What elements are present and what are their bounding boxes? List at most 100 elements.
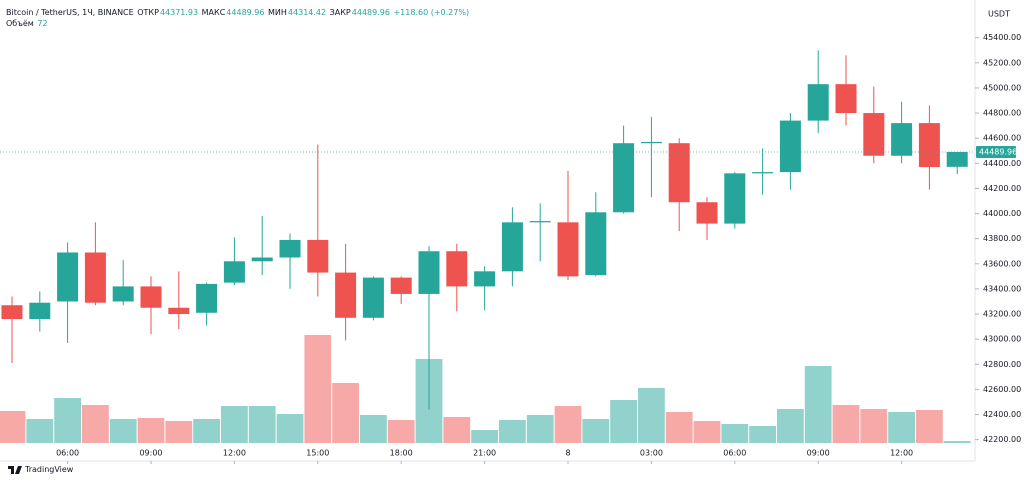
x-tick-label: 12:00 (223, 449, 246, 458)
candle-body (807, 84, 829, 121)
candle-body (863, 113, 885, 156)
volume-bar (248, 406, 276, 443)
volume-bar (165, 421, 193, 443)
x-tick-label: 21:00 (473, 449, 496, 458)
candle-body (613, 143, 635, 213)
volume-bar (916, 410, 943, 443)
candle-body (474, 271, 496, 287)
y-tick-label: 42200.00 (983, 435, 1021, 444)
candle-body (501, 222, 523, 272)
x-tick-label: 8 (565, 449, 570, 458)
volume-bar (109, 419, 137, 443)
candle-body (223, 261, 245, 283)
volume-bar (332, 383, 359, 443)
candle-body (251, 257, 273, 262)
candle-body (835, 84, 857, 114)
volume-bar (276, 414, 304, 443)
volume-bar (54, 398, 81, 443)
brand-name: TradingView (25, 465, 74, 474)
volume-bar (638, 388, 665, 443)
x-tick-label: 06:00 (723, 449, 746, 458)
y-tick-label: 44800.00 (983, 109, 1021, 118)
candle-body (724, 173, 746, 224)
y-tick-label: 43600.00 (983, 259, 1021, 268)
volume-bar (443, 417, 471, 443)
brand-logo: TradingView (8, 465, 73, 474)
volume-label: Объём (6, 19, 34, 28)
candle-body (140, 286, 162, 308)
candle-body (779, 120, 801, 173)
currency-label: USDT (988, 10, 1010, 19)
y-tick-label: 44600.00 (983, 134, 1021, 143)
candle-body (418, 251, 440, 294)
volume-bar (26, 419, 54, 443)
volume-bar (860, 409, 888, 443)
candle-body (168, 307, 190, 315)
volume-bar (943, 441, 971, 443)
volume-bar (665, 412, 693, 443)
ohlc-label: МИН (268, 8, 287, 17)
volume-value: 72 (37, 19, 48, 28)
candle-body (335, 272, 357, 318)
y-tick-label: 45200.00 (983, 58, 1021, 67)
volume-bar (360, 415, 387, 443)
candle-body (307, 239, 329, 273)
volume-bar (304, 335, 332, 443)
ohlc-value: 44371.93 (159, 8, 199, 17)
x-tick-label: 09:00 (139, 449, 162, 458)
volume-bar (721, 424, 749, 443)
x-tick-label: 06:00 (56, 449, 79, 458)
price-tag (976, 145, 1016, 158)
candle-body (668, 143, 690, 203)
volume-bar (471, 430, 498, 443)
volume-bar (221, 406, 248, 443)
x-tick-label: 03:00 (640, 449, 663, 458)
y-tick-label: 43200.00 (983, 310, 1021, 319)
candle-body (557, 222, 579, 277)
y-tick-label: 43800.00 (983, 234, 1021, 243)
x-tick-label: 15:00 (306, 449, 329, 458)
y-tick-label: 45400.00 (983, 33, 1021, 42)
candle-body (84, 252, 106, 303)
y-tick-label: 43000.00 (983, 335, 1021, 344)
volume-bar (777, 409, 804, 443)
candle-body (752, 172, 774, 174)
ohlc-value: 44314.42 (287, 8, 327, 17)
y-tick-label: 42600.00 (983, 385, 1021, 394)
volume-bar (193, 419, 220, 443)
candle-body (196, 283, 218, 313)
y-tick-label: 43400.00 (983, 284, 1021, 293)
y-tick-label: 44200.00 (983, 184, 1021, 193)
candle-body (529, 221, 551, 223)
y-tick-label: 42800.00 (983, 360, 1021, 369)
price-tag-label: 44489.96 (979, 147, 1017, 156)
candle-body (696, 202, 718, 224)
symbol-title: Bitcoin / TetherUS, 1Ч, BINANCE (6, 8, 134, 17)
ohlc-value: 44489.96 (226, 8, 265, 17)
candle-body (29, 302, 51, 320)
ohlc-label: ЗАКР (329, 8, 351, 17)
candle-body (57, 252, 79, 302)
candle-body (279, 239, 301, 258)
ohlc-label: МАКС (201, 8, 226, 17)
header: Bitcoin / TetherUS, 1Ч, BINANCE ОТКР4437… (6, 8, 470, 17)
volume-bar (610, 400, 637, 443)
volume-bar (387, 420, 415, 443)
x-tick-label: 09:00 (807, 449, 830, 458)
volume-bar (499, 420, 526, 443)
y-tick-label: 44400.00 (983, 159, 1021, 168)
volume-bar (82, 405, 109, 443)
candle-body (891, 123, 913, 156)
candle-body (446, 251, 468, 287)
change-value: +118.60 (+0.27%) (393, 8, 470, 17)
volume-bar (888, 412, 915, 443)
candle-body (946, 151, 968, 167)
volume-bar (832, 405, 860, 443)
x-tick-label: 18:00 (390, 449, 413, 458)
volume-header: Объём 72 (6, 19, 49, 28)
candle-body (1, 305, 23, 320)
volume-bar (804, 366, 832, 443)
candle-body (390, 277, 412, 294)
y-tick-label: 42400.00 (983, 410, 1021, 419)
